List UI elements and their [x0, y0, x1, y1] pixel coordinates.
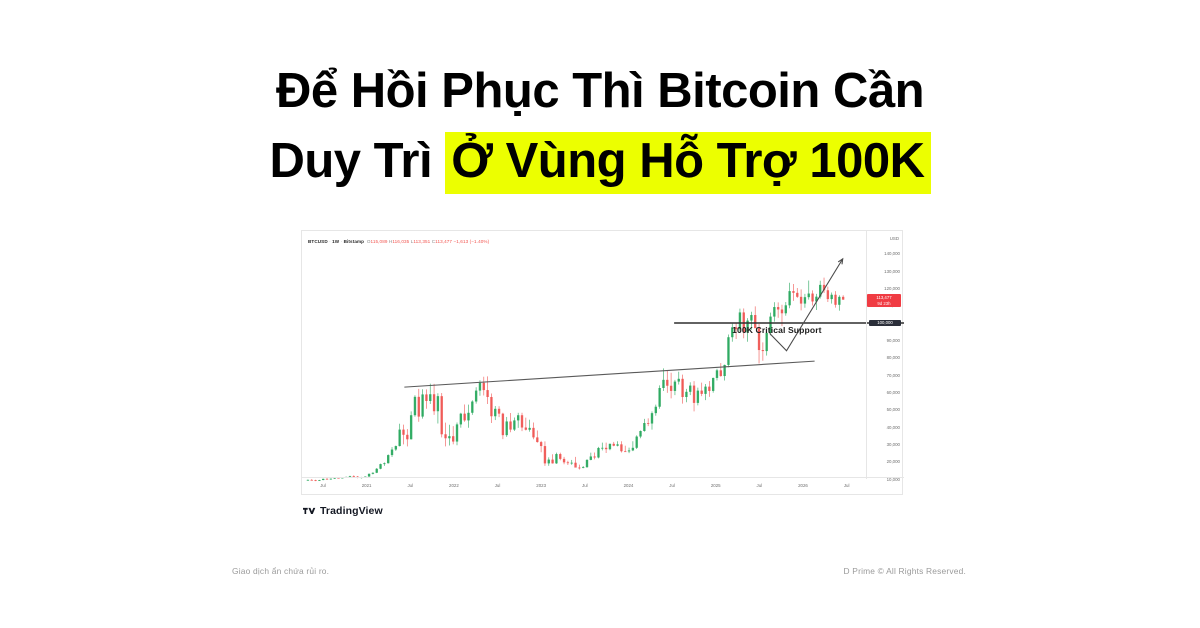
chart-exchange: Bitstamp [343, 239, 365, 244]
support-level-badge: 100,000 [869, 320, 901, 326]
time-tick: 2022 [449, 483, 459, 488]
price-tick: 80,000 [886, 355, 900, 361]
time-tick: 2026 [798, 483, 808, 488]
headline-highlight: Ở Vùng Hỗ Trợ 100K [445, 132, 931, 194]
ohlc-low-label: L [410, 239, 414, 244]
headline-line-2: Duy Trì Ở Vùng Hỗ Trợ 100K [0, 126, 1200, 196]
headline-block: Để Hồi Phục Thì Bitcoin Cần Duy Trì Ở Vù… [0, 56, 1200, 196]
tradingview-chart-panel[interactable]: BTCUSD · 1W · Bitstamp O115,089 H116,035… [301, 230, 904, 496]
chart-interval: 1W [332, 239, 340, 244]
headline-line-1: Để Hồi Phục Thì Bitcoin Cần [275, 64, 925, 118]
ohlc-close-value: 113,477 [435, 239, 453, 244]
ohlc-low-value: 113,351 [413, 239, 431, 244]
last-price-countdown: 9d 23h [877, 300, 891, 306]
time-tick: Jul [320, 483, 326, 488]
chart-symbol: BTCUSD [308, 239, 328, 244]
price-tick: 130,000 [884, 268, 900, 274]
time-tick: Jul [582, 483, 588, 488]
footer-disclaimer: Giao dịch ẩn chứa rủi ro. [232, 566, 330, 576]
support-line-label: 100K Critical Support [732, 325, 822, 335]
time-tick: Jul [407, 483, 414, 488]
time-tick: 2021 [361, 483, 372, 488]
tradingview-mark-icon [303, 507, 316, 514]
ohlc-high-value: 116,035 [392, 239, 410, 244]
tradingview-logo: TradingView [303, 505, 383, 517]
time-tick: Jul [669, 483, 675, 488]
price-tick: 30,000 [886, 441, 900, 447]
footer-copyright: D Prime © All Rights Reserved. [843, 566, 966, 576]
last-price-value: 113,477 [876, 295, 892, 301]
last-price-badge: 113,477 9d 23h [867, 293, 901, 308]
price-tick: 50,000 [886, 407, 900, 413]
price-axis-unit: USD [889, 236, 899, 241]
time-axis[interactable]: Jul 2021 Jul 2022 Jul 2023 Jul 2024 Jul 2025 Jul 20… [302, 477, 904, 494]
time-tick: Jul [756, 483, 763, 488]
time-tick: 2025 [710, 483, 721, 488]
ohlc-change-value: −1,613 (−1.40%) [453, 239, 490, 244]
price-tick: 120,000 [884, 285, 900, 291]
candlestick-plot-area[interactable] [302, 231, 904, 496]
chart-header-sep-2: · [339, 239, 344, 244]
time-tick: 2024 [623, 483, 634, 488]
price-tick: 20,000 [886, 459, 900, 465]
ohlc-open-label: O [366, 239, 371, 244]
chart-header-sep-1: · [327, 239, 333, 244]
ohlc-close-label: C [431, 239, 436, 244]
ohlc-open-value: 115,089 [370, 239, 388, 244]
time-tick: Jul [494, 483, 501, 488]
price-tick: 40,000 [886, 424, 900, 430]
candlestick-svg [306, 257, 904, 482]
chart-symbol-header: BTCUSD · 1W · Bitstamp O115,089 H116,035… [308, 238, 489, 245]
price-tick: 60,000 [886, 389, 900, 395]
time-tick: 2023 [536, 483, 547, 488]
time-tick: Jul [843, 483, 850, 488]
price-tick: 90,000 [886, 337, 900, 343]
ohlc-high-label: H [388, 239, 393, 244]
price-axis[interactable]: USD 140,000130,000120,000110,000100,0009… [866, 231, 902, 482]
price-tick: 70,000 [886, 372, 900, 378]
headline-line-2-plain: Duy Trì [269, 134, 446, 188]
tradingview-wordmark: TradingView [320, 505, 383, 517]
price-tick: 10,000 [886, 476, 900, 482]
price-tick: 140,000 [884, 251, 900, 257]
